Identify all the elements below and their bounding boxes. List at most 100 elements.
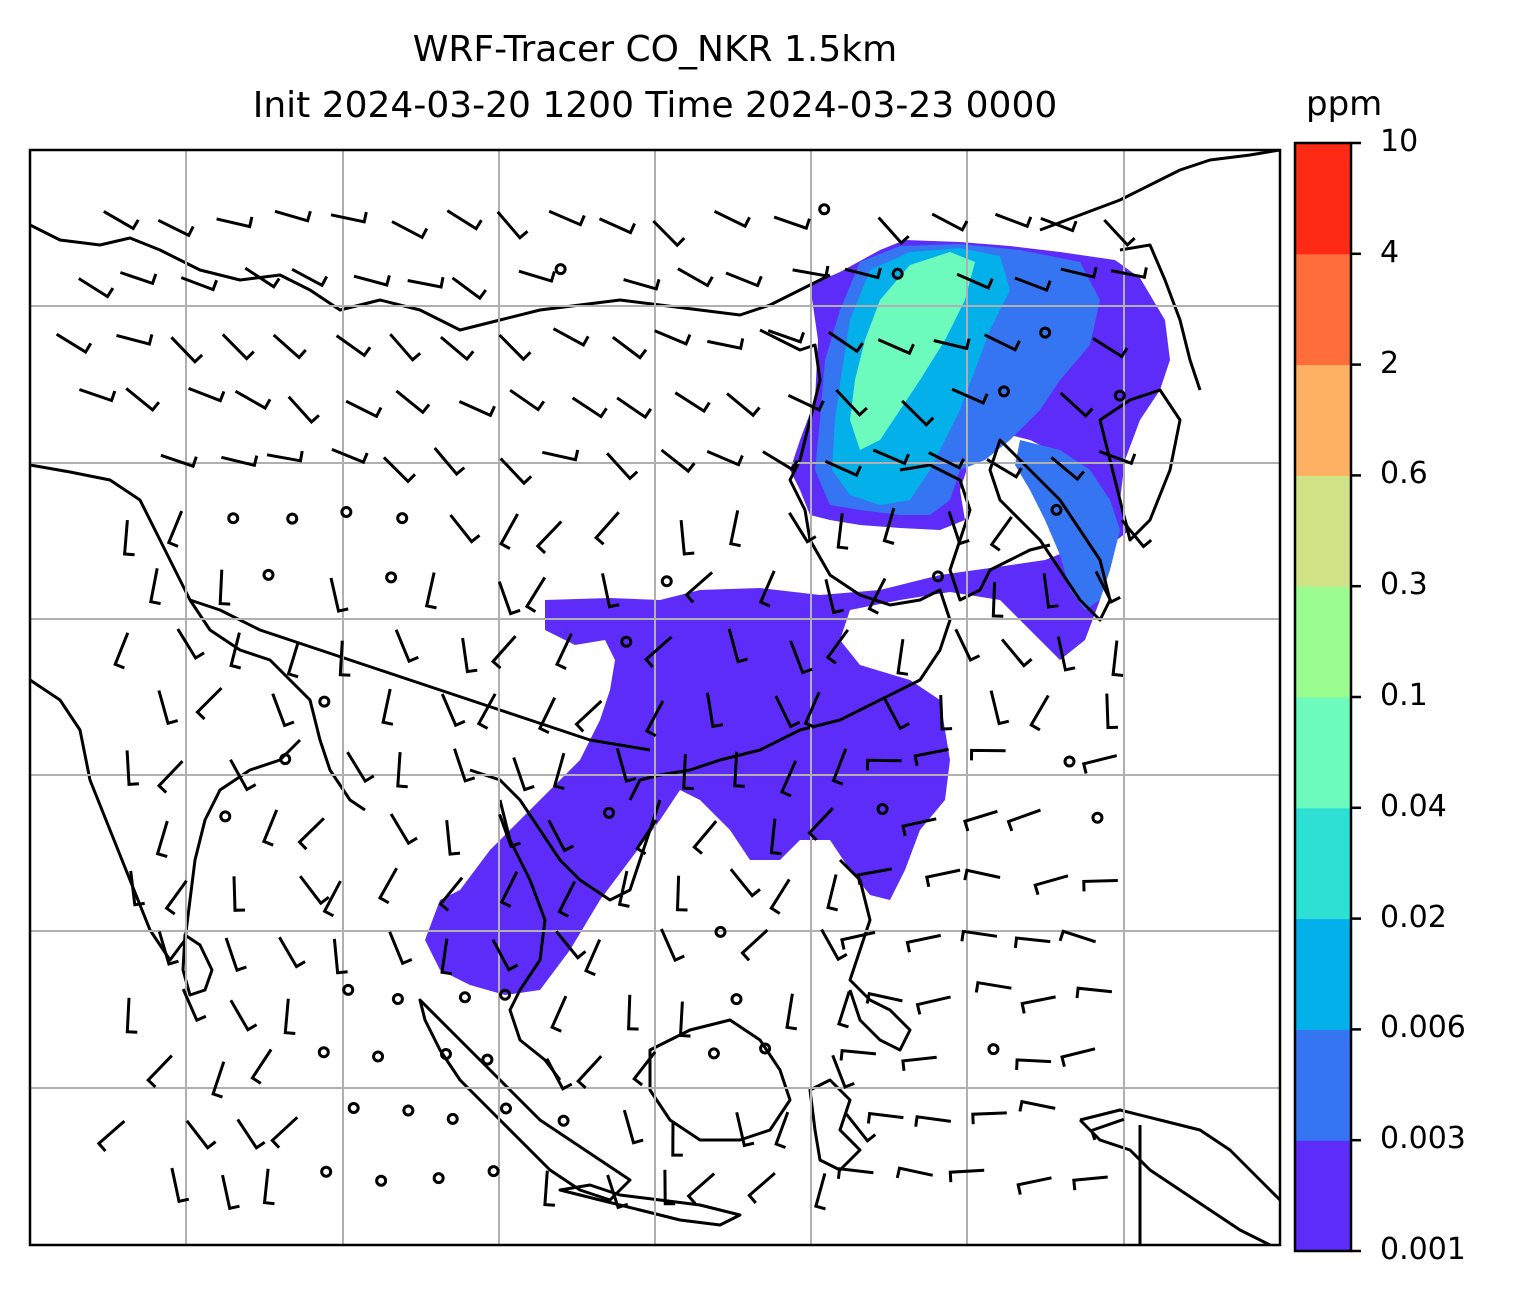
wind-barb-icon xyxy=(769,878,791,915)
calm-circle-icon xyxy=(557,1114,570,1127)
wind-barb-icon xyxy=(963,809,998,832)
wind-barb-icon xyxy=(283,998,296,1035)
calm-circle-icon xyxy=(318,695,331,708)
wind-barb-icon xyxy=(840,930,876,950)
wind-barb-icon xyxy=(836,513,849,550)
calm-circle-icon xyxy=(262,568,275,581)
wind-barb-icon xyxy=(1075,986,1113,999)
wind-barb-icon xyxy=(674,391,711,414)
wind-barb-icon xyxy=(262,1168,275,1206)
wind-barb-icon xyxy=(740,928,769,962)
wind-barb-icon xyxy=(440,693,466,728)
calm-circle-icon xyxy=(487,1165,500,1178)
colorbar-tick-label: 0.006 xyxy=(1380,1010,1466,1046)
calm-circle-icon xyxy=(891,267,904,280)
wind-barb-icon xyxy=(55,332,93,355)
wind-barb-icon xyxy=(164,879,188,916)
wind-barb-icon xyxy=(789,640,813,675)
colorbar-tick-label: 0.003 xyxy=(1380,1121,1466,1157)
wind-barb-icon xyxy=(543,1170,556,1207)
tracer-plume-korea-peak xyxy=(850,252,975,450)
wind-barb-icon xyxy=(170,1167,190,1204)
coastline-south-asia xyxy=(30,463,366,962)
wind-barb-icon xyxy=(224,937,247,973)
calm-circle-icon xyxy=(620,635,633,648)
wind-barb-icon xyxy=(170,336,204,364)
wind-barb-icon xyxy=(692,820,718,855)
wind-barb-icon xyxy=(1018,1099,1056,1112)
wind-barb-icon xyxy=(835,388,868,417)
wind-barb-icon xyxy=(1103,218,1136,248)
wind-barb-icon xyxy=(883,697,910,731)
wind-barb-icon xyxy=(552,327,590,348)
wind-barb-icon xyxy=(555,632,573,670)
wind-barb-icon xyxy=(537,697,557,735)
wind-barb-icon xyxy=(856,867,892,886)
wind-barb-icon xyxy=(438,876,464,912)
wind-barb-icon xyxy=(684,571,714,604)
wind-barb-icon xyxy=(287,395,320,425)
wind-barb-icon xyxy=(195,686,223,721)
wind-barb-icon xyxy=(548,209,586,227)
wind-barb-icon xyxy=(557,880,577,918)
wind-barb-icon xyxy=(498,813,521,849)
wind-barb-icon xyxy=(271,693,295,728)
coastline-sulawesi xyxy=(808,1078,862,1172)
calm-circle-icon xyxy=(439,1047,452,1060)
wind-barb-icon xyxy=(895,1166,934,1179)
wind-barb-icon xyxy=(407,276,445,289)
wind-barb-icon xyxy=(181,988,207,1023)
wind-barb-icon xyxy=(234,389,272,411)
wind-barb-icon xyxy=(353,274,391,287)
wind-barb-icon xyxy=(291,267,329,288)
wind-barb-icon xyxy=(1092,337,1129,359)
wind-barb-icon xyxy=(671,1121,683,1157)
wind-barb-icon xyxy=(905,933,942,953)
wind-barb-icon xyxy=(395,389,431,415)
calm-circle-icon xyxy=(759,1042,772,1055)
wind-barb-icon xyxy=(729,868,761,898)
wind-barb-icon xyxy=(1060,266,1098,279)
wind-barb-icon xyxy=(983,333,1021,352)
calm-circle-icon xyxy=(481,1053,494,1066)
wind-barb-icon xyxy=(675,875,688,912)
coastline-korea xyxy=(899,463,1051,602)
calm-circle-icon xyxy=(385,571,398,584)
wind-barb-icon xyxy=(947,510,970,546)
wind-barb-icon xyxy=(960,929,998,942)
wind-barb-icon xyxy=(160,453,198,469)
wind-barb-icon xyxy=(877,216,910,246)
wind-barb-icon xyxy=(261,809,279,847)
wind-barb-icon xyxy=(535,520,563,555)
wind-barb-icon xyxy=(576,1055,603,1090)
map-title-line1: WRF-Tracer CO_NKR 1.5km xyxy=(412,29,898,70)
colorbar-tick-label: 0.1 xyxy=(1380,678,1428,713)
calm-circle-icon xyxy=(375,1174,388,1187)
wind-barb-icon xyxy=(729,510,741,548)
wind-barb-icon xyxy=(779,760,798,798)
map-title-line2: Init 2024-03-20 1200 Time 2024-03-23 000… xyxy=(252,85,1058,126)
wind-barb-icon xyxy=(914,1115,952,1127)
wind-barb-icon xyxy=(773,215,811,231)
wind-barb-icon xyxy=(125,387,161,413)
wind-barb-icon xyxy=(188,387,226,403)
calm-circle-icon xyxy=(499,1102,512,1115)
wind-barb-icon xyxy=(654,329,692,346)
wind-barb-icon xyxy=(476,693,497,730)
wind-barb-icon xyxy=(615,747,637,783)
colorbar-segment-1 xyxy=(1295,1029,1351,1141)
wind-barb-icon xyxy=(574,699,603,733)
wind-barb-icon xyxy=(831,1054,855,1089)
wind-barb-icon xyxy=(1056,636,1076,672)
wind-barb-icon xyxy=(824,579,844,615)
wind-barb-icon xyxy=(989,516,1013,552)
wind-barb-icon xyxy=(116,333,154,346)
wind-barb-icon xyxy=(735,1111,755,1148)
colorbar xyxy=(1293,141,1361,1253)
wind-barb-icon xyxy=(677,267,714,288)
wind-barb-icon xyxy=(872,448,910,466)
wind-barb-icon xyxy=(989,690,1010,726)
colorbar-segment-5 xyxy=(1295,586,1351,698)
map-panel xyxy=(30,150,1280,1245)
colorbar-segment-0 xyxy=(1295,1140,1351,1252)
